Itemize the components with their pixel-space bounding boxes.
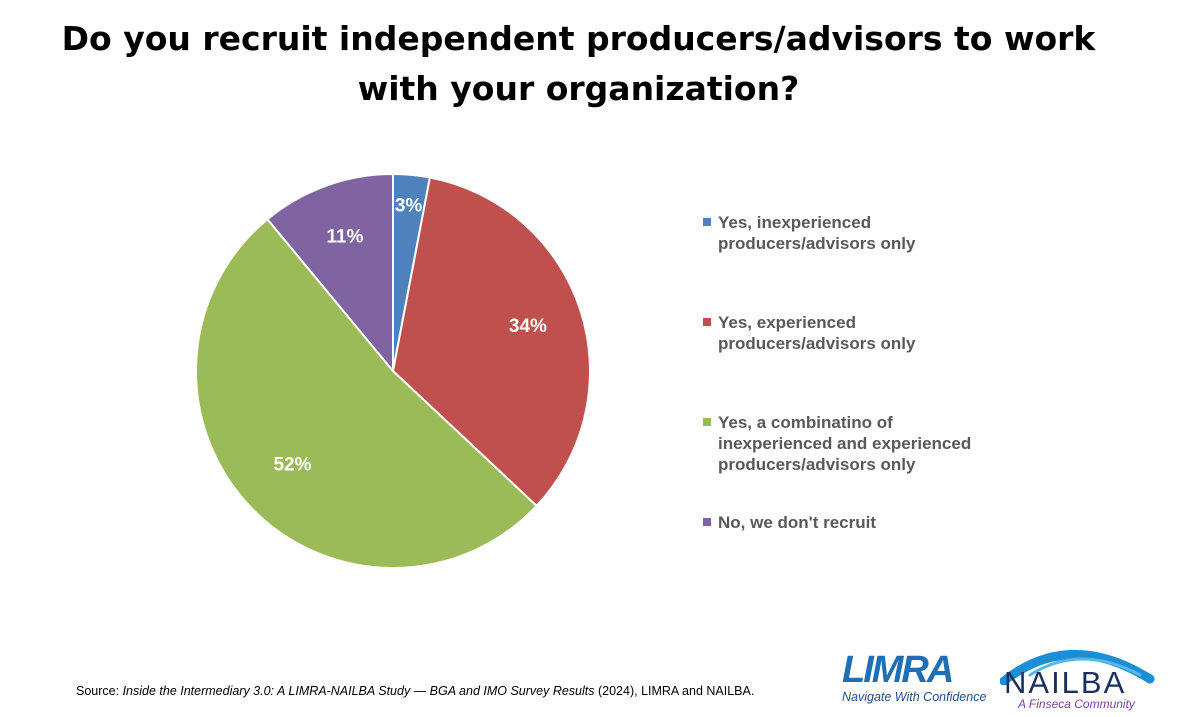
- source-suffix: (2024), LIMRA and NAILBA.: [594, 684, 755, 698]
- legend-label-2: Yes, experienced producers/advisors only: [718, 313, 916, 353]
- slice-data-label-2: 34%: [509, 316, 547, 337]
- nailba-logo: NAILBA A Finseca Community: [1000, 635, 1155, 713]
- slice-data-label-3: 52%: [273, 454, 311, 475]
- source-study: Inside the Intermediary 3.0: A LIMRA-NAI…: [122, 684, 595, 698]
- limra-logo-word: LIMRA: [842, 649, 954, 691]
- nailba-tagline: A Finseca Community: [1018, 697, 1135, 711]
- legend-label-3: Yes, a combinatino of inexperienced and …: [718, 413, 972, 474]
- legend-swatch-4: [703, 518, 711, 526]
- legend-swatch-3: [703, 418, 711, 426]
- legend-label-1: Yes, inexperienced producers/advisors on…: [718, 213, 916, 253]
- limra-tagline: Navigate With Confidence: [842, 690, 987, 704]
- source-prefix: Source:: [76, 684, 123, 698]
- slice-data-label-4: 11%: [326, 227, 363, 248]
- nailba-arc-icon: [1000, 650, 1155, 685]
- legend-swatch-1: [703, 218, 711, 226]
- legend-item-3: Yes, a combinatino of inexperienced and …: [703, 412, 1003, 475]
- pie-slice-4: [266, 172, 394, 374]
- legend-item-2: Yes, experienced producers/advisors only: [703, 312, 1003, 354]
- pie-slice-3: [195, 217, 539, 569]
- legend-label-4: No, we don't recruit: [718, 513, 876, 532]
- legend-item-1: Yes, inexperienced producers/advisors on…: [703, 212, 1003, 254]
- source-note: Source: Inside the Intermediary 3.0: A L…: [76, 684, 754, 698]
- limra-logo: LIMRA Navigate With Confidence: [840, 649, 987, 712]
- slice-data-label-1: 3%: [395, 195, 423, 216]
- legend-item-4: No, we don't recruit: [703, 512, 1003, 533]
- chart-title: Do you recruit independent producers/adv…: [61, 19, 1096, 108]
- pie-slice-2: [391, 176, 591, 508]
- nailba-logo-word: NAILBA: [1004, 665, 1127, 700]
- legend-swatch-2: [703, 318, 711, 326]
